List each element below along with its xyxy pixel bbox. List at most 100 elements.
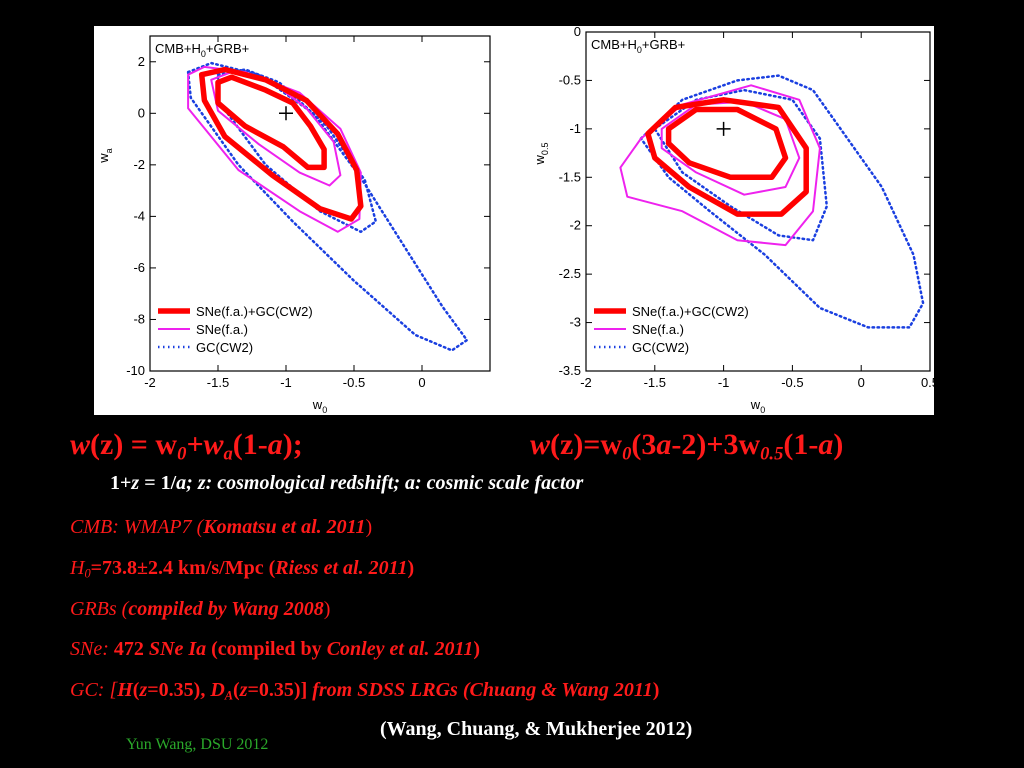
gc-k: from SDSS LRGs ( [312, 679, 470, 701]
sne-e: Conley et al. 2011 [326, 638, 474, 660]
x-tick-label: -1 [718, 375, 730, 390]
y-tick-label: -8 [133, 311, 145, 326]
eq-right-end: ) [833, 428, 844, 461]
eq-left-sub0: 0 [177, 443, 187, 465]
gc-h: ( [233, 679, 240, 701]
sne-b: 472 [113, 638, 149, 660]
gc-g: A [224, 688, 234, 703]
x-axis-label: w0 [750, 397, 765, 415]
legend-label-combined: SNe(f.a.)+GC(CW2) [196, 304, 313, 319]
contour-combined-outer [645, 97, 809, 217]
def-b: z [131, 472, 140, 494]
plot-2: -2-1.5-1-0.500.5-3.5-3-2.5-2-1.5-1-0.50w… [532, 26, 934, 415]
plot-title-rest: +GRB+ [206, 41, 249, 56]
def-a: 1+ [110, 472, 132, 494]
line-cmb: CMB: WMAP7 (Komatsu et al. 2011) [70, 515, 372, 539]
eq-left-a: a [267, 428, 283, 461]
sne-a: SNe: [70, 638, 114, 660]
eq-right-a1: a [656, 428, 672, 461]
y-tick-label: -1 [569, 121, 581, 136]
plot-title-sub: 0 [201, 49, 206, 59]
h0-d: Riess et al. 2011 [275, 557, 408, 579]
equation-left: w(z) = w0+wa(1-a); [70, 428, 303, 466]
sne-d: (compiled by [206, 638, 327, 660]
contour-combined-inner [215, 74, 327, 171]
plot-1: -2 -1.5 -1 -0.5 0 -10 -8 -6 -4 -2 0 2 w0 wa CMB+H0+GRB… [96, 35, 491, 415]
gc-m: ) [652, 679, 660, 701]
gc-d: z [139, 679, 148, 701]
variable-definitions: 1+z = 1/a; z: cosmological redshift; a: … [110, 472, 583, 495]
paper-citation: (Wang, Chuang, & Mukherjee 2012) [380, 718, 693, 740]
x-tick-label: 0.5 [921, 375, 934, 390]
line-sne: SNe: 472 SNe Ia (compiled by Conley et a… [70, 637, 480, 661]
eq-right-mid: -2)+3w [671, 428, 761, 461]
y-tick-label: -1.5 [559, 169, 581, 184]
h0-b: 0 [84, 566, 91, 581]
y-tick-label: -10 [126, 363, 145, 378]
y-tick-label: -2 [569, 218, 581, 233]
x-axis-label-sub: 0 [322, 405, 327, 415]
y-tick-label: 0 [574, 26, 581, 39]
equation-right: w(z)=w0(3a-2)+3w0.5(1-a) [530, 428, 843, 466]
eq-right-sub05: 0.5 [760, 443, 784, 465]
contour-combined-inner [665, 106, 789, 181]
eq-right-w: w [530, 428, 551, 461]
gc-f: D [210, 679, 225, 701]
y-axis-label: wa [96, 148, 114, 163]
y-tick-label: -2.5 [559, 266, 581, 281]
gc-e: =0.35), [147, 679, 211, 701]
grb-a: GRBs ( [70, 598, 129, 620]
line-gc: GC: [H(z=0.35), DA(z=0.35)] from SDSS LR… [70, 678, 659, 708]
eq-right-sub0: 0 [622, 443, 632, 465]
gc-c: ( [132, 679, 140, 701]
y-tick-label: 0 [138, 105, 145, 120]
eq-right-3: (3 [631, 428, 657, 461]
eq-left-wa: +w [186, 428, 224, 461]
contour-sne-inner [660, 100, 801, 196]
y-tick-label: -6 [133, 260, 145, 275]
def-c: = 1/ [139, 472, 177, 494]
fiducial-marker [279, 106, 293, 121]
eq-left-paren: (1- [232, 428, 268, 461]
line-h0: H0=73.8±2.4 km/s/Mpc (Riess et al. 2011) [70, 556, 414, 586]
legend-label-combined: SNe(f.a.)+GC(CW2) [632, 304, 749, 319]
plot-title-rest: +GRB+ [642, 37, 685, 52]
gc-i: z [239, 679, 248, 701]
contour-combined-outer [198, 66, 364, 222]
y-tick-label: 2 [138, 54, 145, 69]
fiducial-marker [716, 121, 731, 136]
def-d: a [176, 472, 187, 494]
gc-l: Chuang & Wang 2011 [469, 679, 653, 701]
h0-a: H [70, 557, 85, 579]
x-tick-label: -1.5 [644, 375, 666, 390]
x-tick-label: 0 [858, 375, 865, 390]
x-axis-label: w0 [312, 397, 327, 415]
line-grb: GRBs (compiled by Wang 2008) [70, 597, 330, 621]
eq-right-body: (z)=w [550, 428, 623, 461]
x-tick-label: -1.5 [207, 375, 229, 390]
author-credit: Yun Wang, DSU 2012 [126, 736, 269, 753]
x-tick-label: -2 [144, 375, 156, 390]
sne-f: ) [473, 638, 481, 660]
plot-title: CMB+H0+GRB+ [155, 41, 249, 59]
cmb-c: ) [365, 516, 373, 538]
eq-right-a2: a [818, 428, 834, 461]
contour-gc-inner [653, 88, 829, 242]
y-tick-label: -3.5 [559, 363, 581, 378]
figure-panel: -2 -1.5 -1 -0.5 0 -10 -8 -6 -4 -2 0 2 w0 wa CMB+H0+GRB… [94, 26, 934, 415]
def-e: ; z: cosmological redshift; a: cosmic sc… [186, 472, 584, 494]
y-axis-label: w0.5 [532, 143, 550, 166]
legend-label-sne: SNe(f.a.) [632, 322, 684, 337]
sne-c: SNe Ia [148, 638, 207, 660]
h0-c: =73.8±2.4 km/s/Mpc ( [90, 557, 276, 579]
x-tick-label: -2 [580, 375, 592, 390]
legend-label-sne: SNe(f.a.) [196, 322, 248, 337]
eq-left-suba: a [223, 443, 233, 465]
eq-left-end: ); [282, 428, 303, 461]
contour-plots: -2 -1.5 -1 -0.5 0-10-8-6-4-202w0waCMB+H0+GRB… [96, 26, 934, 415]
contour-gc-outer [639, 74, 925, 329]
y-tick-label: -3 [569, 315, 581, 330]
axes-frame [585, 31, 931, 372]
cmb-a: CMB: WMAP7 ( [70, 516, 204, 538]
gc-b: H [117, 679, 133, 701]
